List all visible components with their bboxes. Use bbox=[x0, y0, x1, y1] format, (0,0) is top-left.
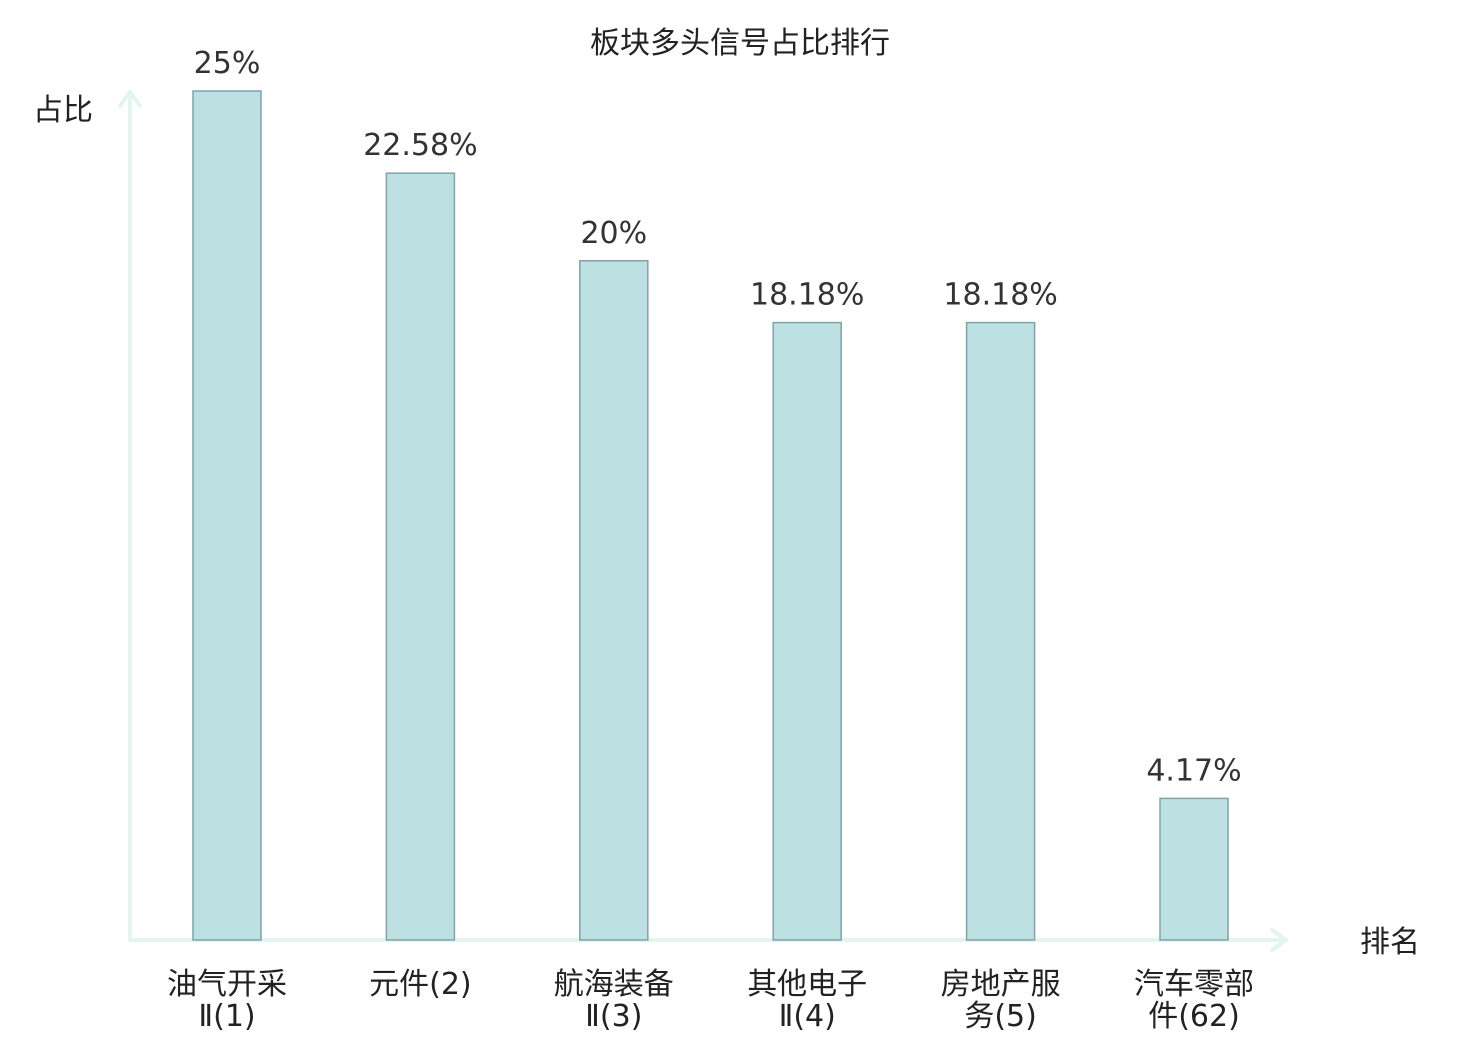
bar-1 bbox=[192, 90, 262, 941]
x-tick-label-1-line-2: Ⅱ(1) bbox=[198, 999, 255, 1034]
x-axis-label: 排名 bbox=[1360, 925, 1420, 960]
chart-title: 板块多头信号占比排行 bbox=[590, 26, 890, 61]
x-tick-label-6-line-2: 件(62) bbox=[1148, 999, 1240, 1034]
x-tick-label-6-line-1: 汽车零部 bbox=[1134, 967, 1254, 1002]
x-tick-label-5-line-1: 房地产服 bbox=[941, 967, 1061, 1002]
bar-value-label-5: 18.18% bbox=[943, 278, 1057, 313]
bar-4 bbox=[772, 321, 842, 941]
x-axis bbox=[128, 928, 1288, 952]
x-axis-arrow bbox=[1270, 928, 1288, 952]
bar-value-label-3: 20% bbox=[580, 216, 647, 251]
bar-6 bbox=[1159, 797, 1229, 941]
bar-3 bbox=[579, 260, 649, 941]
x-tick-label-3-line-1: 航海装备 bbox=[554, 967, 674, 1002]
bar-value-label-6: 4.17% bbox=[1146, 753, 1241, 788]
x-tick-label-3-line-2: Ⅱ(3) bbox=[585, 999, 642, 1034]
y-axis bbox=[118, 90, 142, 942]
y-axis-label: 占比 bbox=[33, 93, 93, 128]
x-tick-label-5-line-2: 务(5) bbox=[964, 999, 1037, 1034]
bar-5 bbox=[965, 321, 1036, 941]
x-tick-label-2-line-1: 元件(2) bbox=[369, 967, 472, 1002]
bar-group bbox=[192, 90, 1229, 941]
y-axis-arrow bbox=[118, 90, 142, 108]
bar-value-label-2: 22.58% bbox=[363, 128, 477, 163]
bar-2 bbox=[385, 172, 456, 941]
x-tick-label-1-line-1: 油气开采 bbox=[167, 967, 287, 1002]
bar-value-label-1: 25% bbox=[194, 46, 261, 81]
value-label-group: 25% 22.58% 20% 18.18% 18.18% 4.17% bbox=[194, 46, 1242, 788]
bar-value-label-4: 18.18% bbox=[750, 278, 864, 313]
x-tick-label-4-line-1: 其他电子 bbox=[747, 967, 867, 1002]
x-tick-label-4-line-2: Ⅱ(4) bbox=[779, 999, 836, 1034]
